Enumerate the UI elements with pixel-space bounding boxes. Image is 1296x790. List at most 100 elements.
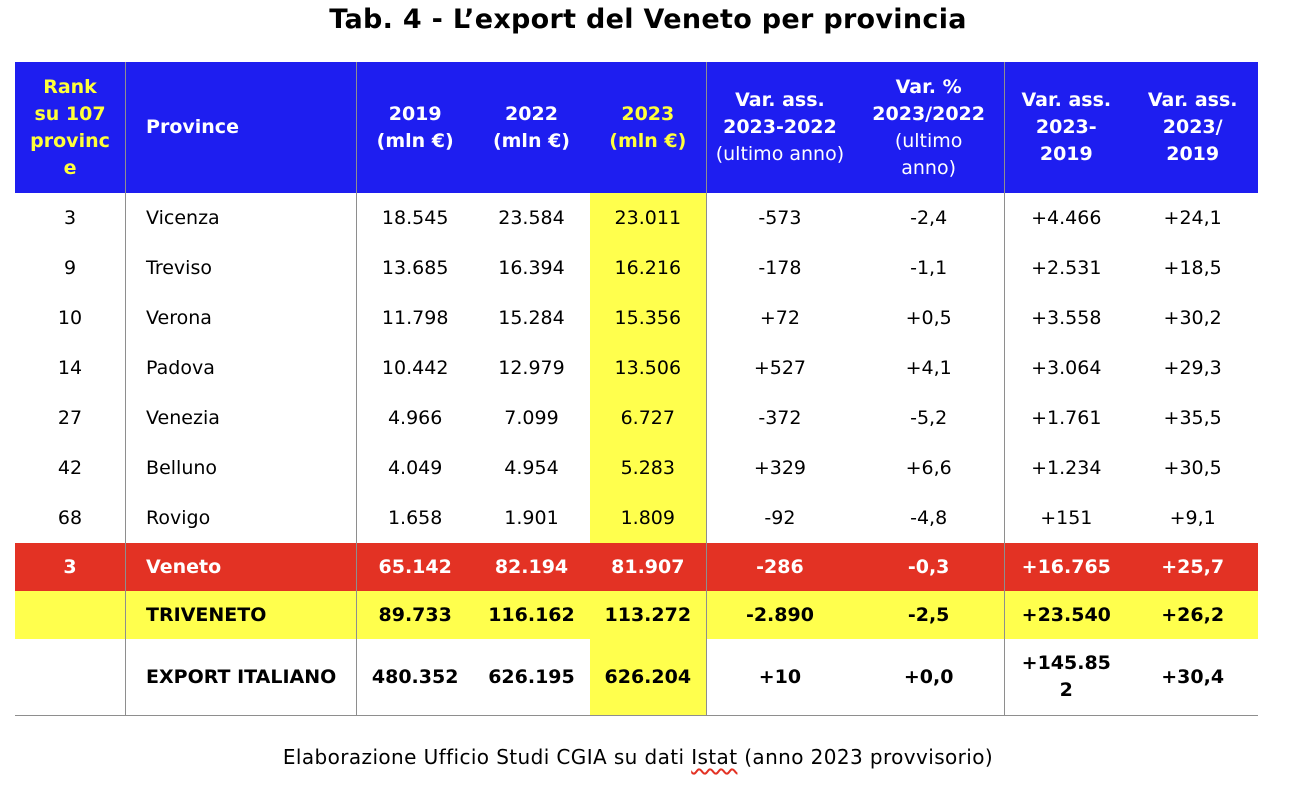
value-2019-cell: 18.545 <box>356 193 474 243</box>
table-row: 42 Belluno 4.049 4.954 5.283 +329 +6,6 +… <box>15 443 1258 493</box>
var-ass-2319-cell: +151 <box>1004 493 1128 543</box>
value-2022-cell: 82.194 <box>473 543 590 591</box>
value-2019-cell: 4.049 <box>356 443 474 493</box>
var-ass-2319b-cell: +25,7 <box>1127 543 1258 591</box>
var-ass-2319-cell: +4.466 <box>1004 193 1128 243</box>
value-2023-cell: 23.011 <box>589 193 707 243</box>
value-2022-cell: 7.099 <box>504 407 559 429</box>
province-cell: Vicenza <box>125 193 357 243</box>
var-pct-2223-cell: +0,0 <box>853 639 1005 716</box>
province-cell: Veneto <box>125 543 357 591</box>
var-ass-2223-cell: +527 <box>705 343 854 393</box>
value-2022-cell: 16.394 <box>498 257 565 279</box>
col-header-var-ass-2023-2019: Var. ass. 2023- 2019 <box>1004 62 1128 193</box>
province-cell: TRIVENETO <box>125 591 357 639</box>
var-ass-2319b-cell: +30,5 <box>1163 457 1222 479</box>
var-ass-2319-cell: +2.531 <box>1004 243 1128 293</box>
var-pct-2223-cell: -5,2 <box>910 407 948 429</box>
value-2023-cell: 16.216 <box>589 243 707 293</box>
value-2023-cell: 81.907 <box>589 543 707 591</box>
value-2023-cell: 626.204 <box>589 639 707 716</box>
triveneto-total-row: TRIVENETO 89.733 116.162 113.272 -2.890 … <box>15 591 1258 639</box>
col-header-rank: Rank su 107 provinc e <box>15 62 126 193</box>
province-cell: Treviso <box>125 243 357 293</box>
var-pct-2223-cell: -0,3 <box>853 543 1005 591</box>
var-pct-2223-cell: +6,6 <box>905 457 952 479</box>
province-cell: Padova <box>125 343 357 393</box>
col-header-var-ass-2023-2019-b: Var. ass. 2023/ 2019 <box>1127 62 1258 193</box>
rank-cell: 9 <box>63 257 77 279</box>
var-ass-2319-cell: +23.540 <box>1004 591 1128 639</box>
col-header-2023: 2023 (mln €) <box>589 62 707 193</box>
veneto-total-row: 3 Veneto 65.142 82.194 81.907 -286 -0,3 … <box>15 543 1258 591</box>
province-cell: Verona <box>125 293 357 343</box>
col-header-2022: 2022 (mln €) <box>473 62 590 193</box>
table-row: 9 Treviso 13.685 16.394 16.216 -178 -1,1… <box>15 243 1258 293</box>
province-cell: EXPORT ITALIANO <box>125 639 357 716</box>
value-2022-cell: 23.584 <box>498 207 565 229</box>
var-ass-2223-cell: -372 <box>705 393 854 443</box>
var-ass-2319-cell: +3.064 <box>1004 343 1128 393</box>
table-row: 10 Verona 11.798 15.284 15.356 +72 +0,5 … <box>15 293 1258 343</box>
var-ass-2319-cell: +1.761 <box>1004 393 1128 443</box>
header-row: Rank su 107 provinc e Province 2019 (mln… <box>15 62 1258 193</box>
col-header-var-pct-2023-2022: Var. % 2023/2022 (ultimo anno) <box>853 62 1005 193</box>
var-pct-2223-cell: -2,4 <box>910 207 948 229</box>
value-2023-cell: 5.283 <box>589 443 707 493</box>
var-ass-2319b-cell: +9,1 <box>1169 507 1216 529</box>
value-2019-cell: 480.352 <box>356 639 474 716</box>
province-cell: Rovigo <box>125 493 357 543</box>
table-row: 27 Venezia 4.966 7.099 6.727 -372 -5,2 +… <box>15 393 1258 443</box>
var-ass-2223-cell: +72 <box>705 293 854 343</box>
col-header-var-ass-2023-2022: Var. ass. 2023-2022 (ultimo anno) <box>705 62 854 193</box>
export-table: Rank su 107 provinc e Province 2019 (mln… <box>15 62 1258 716</box>
value-2019-cell: 89.733 <box>356 591 474 639</box>
var-ass-2223-cell: -573 <box>705 193 854 243</box>
value-2022-cell: 116.162 <box>473 591 590 639</box>
var-ass-2319b-cell: +30,2 <box>1163 307 1222 329</box>
var-ass-2223-cell: -178 <box>705 243 854 293</box>
var-ass-2319b-cell: +35,5 <box>1163 407 1222 429</box>
rank-cell <box>15 591 126 639</box>
var-ass-2319b-cell: +18,5 <box>1163 257 1222 279</box>
value-2023-cell: 113.272 <box>589 591 707 639</box>
value-2023-cell: 13.506 <box>589 343 707 393</box>
var-ass-2223-cell: -2.890 <box>705 591 854 639</box>
col-header-province: Province <box>125 62 357 193</box>
province-cell: Venezia <box>125 393 357 443</box>
var-ass-2223-cell: +329 <box>705 443 854 493</box>
var-ass-2223-cell: -286 <box>705 543 854 591</box>
rank-cell <box>15 639 126 716</box>
table-title: Tab. 4 - L’export del Veneto per provinc… <box>329 4 967 35</box>
value-2019-cell: 10.442 <box>356 343 474 393</box>
italy-total-row: EXPORT ITALIANO 480.352 626.195 626.204 … <box>15 639 1258 716</box>
var-pct-2223-cell: -2,5 <box>853 591 1005 639</box>
var-pct-2223-cell: -1,1 <box>910 257 948 279</box>
rank-cell: 42 <box>57 457 83 479</box>
var-ass-2319-cell: +16.765 <box>1004 543 1128 591</box>
var-ass-2319-cell: +3.558 <box>1004 293 1128 343</box>
value-2023-cell: 1.809 <box>589 493 707 543</box>
rank-cell: 68 <box>57 507 83 529</box>
value-2019-cell: 13.685 <box>356 243 474 293</box>
var-ass-2223-cell: +10 <box>705 639 854 716</box>
value-2022-cell: 4.954 <box>504 457 559 479</box>
table-row: 68 Rovigo 1.658 1.901 1.809 -92 -4,8 +15… <box>15 493 1258 543</box>
var-ass-2319-cell: +145.85 2 <box>1004 639 1128 716</box>
table-row: 14 Padova 10.442 12.979 13.506 +527 +4,1… <box>15 343 1258 393</box>
var-pct-2223-cell: -4,8 <box>910 507 948 529</box>
value-2022-cell: 12.979 <box>498 357 565 379</box>
var-ass-2319b-cell: +30,4 <box>1127 639 1258 716</box>
province-cell: Belluno <box>125 443 357 493</box>
rank-cell: 10 <box>57 307 83 329</box>
var-ass-2223-cell: -92 <box>705 493 854 543</box>
spellcheck-underlined-word: Istat <box>691 745 738 769</box>
value-2019-cell: 11.798 <box>356 293 474 343</box>
value-2022-cell: 626.195 <box>473 639 590 716</box>
rank-cell: 3 <box>15 543 126 591</box>
var-pct-2223-cell: +0,5 <box>905 307 952 329</box>
rank-cell: 14 <box>57 357 83 379</box>
table-row: 3 Vicenza 18.545 23.584 23.011 -573 -2,4… <box>15 193 1258 243</box>
col-header-2019: 2019 (mln €) <box>356 62 474 193</box>
var-pct-2223-cell: +4,1 <box>905 357 952 379</box>
